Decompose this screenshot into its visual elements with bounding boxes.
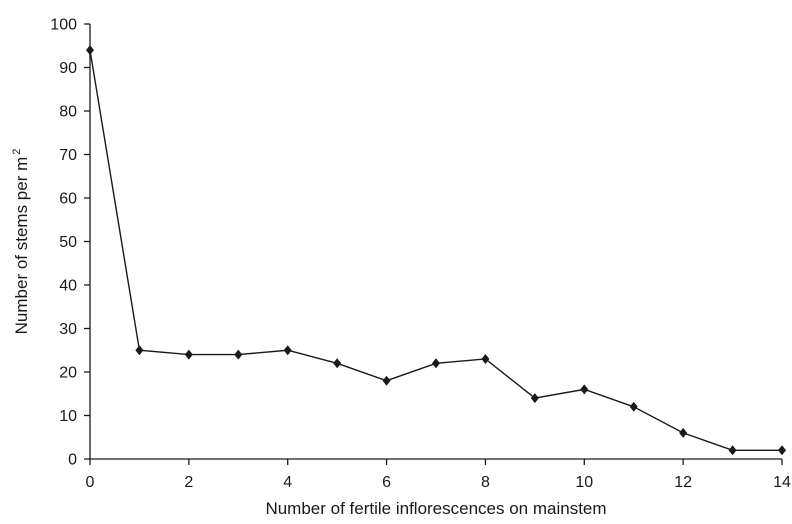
data-point-marker bbox=[234, 349, 243, 360]
x-tick-label: 14 bbox=[773, 474, 791, 491]
x-axis-title: Number of fertile inflorescences on main… bbox=[265, 499, 606, 518]
axes bbox=[89, 24, 782, 460]
series-line bbox=[89, 49, 782, 451]
y-tick-label: 80 bbox=[59, 104, 77, 121]
data-point-marker bbox=[283, 345, 292, 356]
data-point-marker bbox=[382, 375, 391, 386]
y-tick-label: 90 bbox=[59, 60, 77, 77]
y-tick-label: 60 bbox=[59, 191, 77, 208]
y-tick-label: 40 bbox=[59, 278, 77, 295]
x-tick-label: 4 bbox=[283, 474, 292, 491]
y-tick-label: 70 bbox=[59, 147, 77, 164]
y-axis-title-main: Number of stems per m bbox=[12, 157, 31, 335]
y-axis-title: Number of stems per m 2 bbox=[11, 149, 31, 335]
y-tick-label: 10 bbox=[59, 408, 77, 425]
x-ticks: 0 2 4 6 8 10 12 14 bbox=[86, 459, 791, 491]
y-axis-title-superscript: 2 bbox=[11, 149, 23, 155]
y-ticks: 0 10 20 30 40 50 60 70 80 90 100 bbox=[50, 17, 90, 469]
data-point-marker bbox=[135, 345, 144, 356]
y-tick-label: 0 bbox=[68, 452, 77, 469]
x-tick-label: 12 bbox=[674, 474, 692, 491]
data-point-marker bbox=[530, 393, 539, 404]
data-point-marker bbox=[679, 427, 688, 438]
x-tick-label: 8 bbox=[481, 474, 490, 491]
y-tick-label: 30 bbox=[59, 321, 77, 338]
y-tick-label: 20 bbox=[59, 365, 77, 382]
y-tick-label: 100 bbox=[50, 17, 77, 34]
data-point-marker bbox=[432, 358, 440, 369]
data-point-marker bbox=[728, 445, 737, 456]
y-tick-label: 50 bbox=[59, 234, 77, 251]
data-point-marker bbox=[629, 401, 638, 412]
data-point-marker bbox=[580, 384, 589, 395]
data-point-marker bbox=[481, 353, 490, 364]
data-point-marker bbox=[86, 45, 94, 56]
x-tick-label: 0 bbox=[86, 474, 95, 491]
data-point-marker bbox=[333, 358, 342, 369]
data-point-marker bbox=[778, 445, 786, 456]
data-point-marker bbox=[184, 349, 193, 360]
x-tick-label: 10 bbox=[575, 474, 593, 491]
x-tick-label: 6 bbox=[382, 474, 391, 491]
series bbox=[86, 45, 786, 456]
x-tick-label: 2 bbox=[184, 474, 193, 491]
